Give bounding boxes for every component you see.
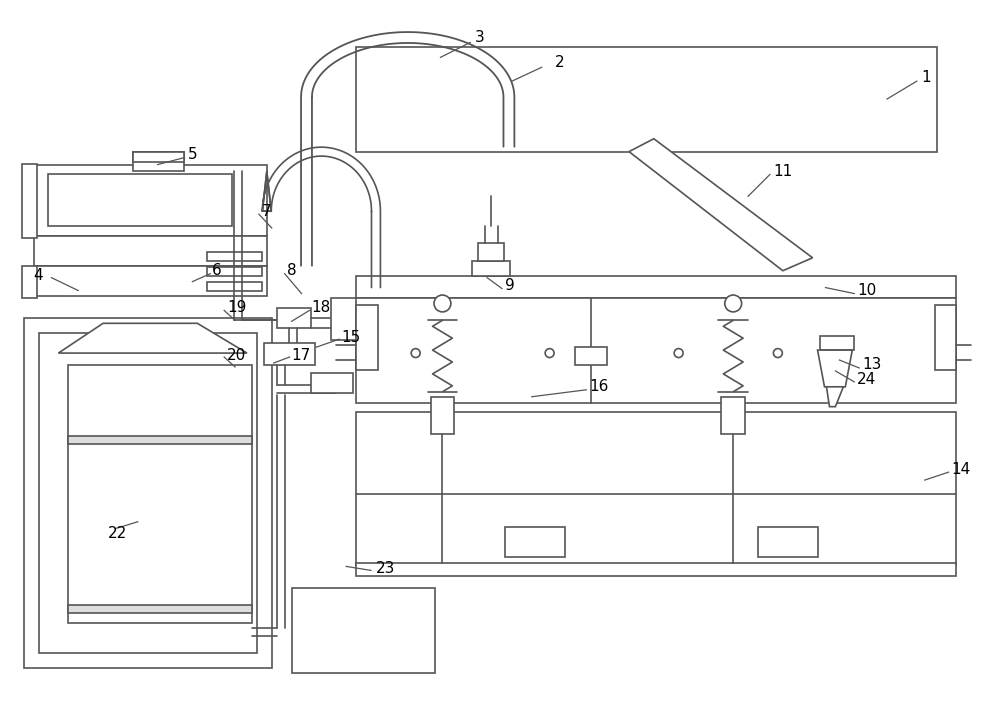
Text: 8: 8 <box>287 263 296 278</box>
Text: 17: 17 <box>292 347 311 362</box>
Bar <box>34 236 267 266</box>
Circle shape <box>773 349 782 357</box>
Bar <box>356 563 956 576</box>
Text: 23: 23 <box>376 561 395 576</box>
Bar <box>133 152 184 162</box>
Text: 22: 22 <box>108 526 127 541</box>
Bar <box>356 276 956 297</box>
Polygon shape <box>58 323 247 353</box>
Bar <box>431 397 454 434</box>
Polygon shape <box>629 138 813 270</box>
Bar <box>331 299 369 340</box>
Polygon shape <box>826 387 843 407</box>
Bar <box>68 436 252 444</box>
Circle shape <box>725 295 742 312</box>
Text: 9: 9 <box>505 278 515 293</box>
Text: 19: 19 <box>227 300 246 315</box>
Text: 24: 24 <box>857 373 876 387</box>
Bar <box>356 297 956 402</box>
Text: 7: 7 <box>262 204 271 219</box>
Bar <box>478 243 504 261</box>
Circle shape <box>434 295 451 312</box>
Bar <box>472 261 510 276</box>
Text: 18: 18 <box>311 300 331 315</box>
Bar <box>22 164 37 238</box>
Bar <box>575 347 607 365</box>
Bar <box>277 308 311 328</box>
Bar <box>34 266 267 296</box>
Bar <box>68 605 252 613</box>
Bar <box>24 318 272 668</box>
Text: 13: 13 <box>862 357 882 373</box>
Bar <box>68 365 252 623</box>
Bar <box>22 266 37 297</box>
Bar <box>207 281 262 291</box>
Bar <box>356 412 956 566</box>
Bar <box>207 267 262 276</box>
Text: 11: 11 <box>773 164 792 179</box>
Bar <box>721 397 745 434</box>
Bar <box>264 343 315 365</box>
Text: 10: 10 <box>857 283 876 298</box>
Bar <box>758 527 818 557</box>
Circle shape <box>674 349 683 357</box>
Bar <box>133 152 184 172</box>
Circle shape <box>545 349 554 357</box>
Text: 16: 16 <box>589 379 609 394</box>
Text: 6: 6 <box>212 263 222 278</box>
Bar <box>39 334 257 652</box>
Bar <box>935 305 956 370</box>
Bar <box>311 373 353 393</box>
Text: 14: 14 <box>952 462 971 476</box>
Bar <box>820 336 854 350</box>
Bar <box>356 305 378 370</box>
Bar <box>207 252 262 261</box>
Circle shape <box>411 349 420 357</box>
Text: 3: 3 <box>475 30 485 45</box>
Text: 15: 15 <box>341 330 360 344</box>
Bar <box>505 527 565 557</box>
Text: 5: 5 <box>187 147 197 162</box>
Text: 2: 2 <box>555 55 564 70</box>
Text: 4: 4 <box>34 268 43 283</box>
Text: 20: 20 <box>227 347 246 362</box>
Bar <box>34 165 267 236</box>
Bar <box>292 588 435 673</box>
Bar <box>48 175 232 226</box>
Text: 1: 1 <box>922 70 931 85</box>
Bar <box>356 47 937 152</box>
Polygon shape <box>818 350 852 387</box>
